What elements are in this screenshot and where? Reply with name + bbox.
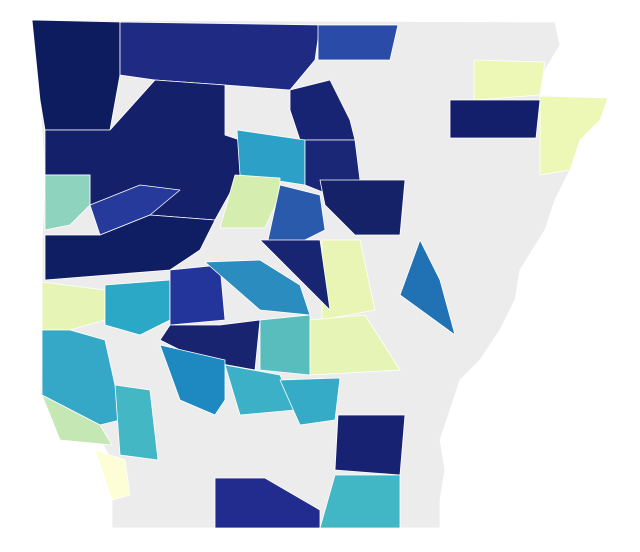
county	[104, 279, 171, 336]
county	[31, 19, 121, 131]
county	[44, 174, 91, 231]
county	[473, 59, 546, 101]
county	[114, 384, 159, 461]
county	[399, 239, 456, 336]
counties	[31, 19, 609, 529]
county	[214, 477, 321, 529]
county	[259, 314, 311, 376]
county	[89, 184, 181, 236]
county	[94, 449, 131, 501]
county	[309, 314, 401, 376]
county	[259, 239, 331, 311]
county	[334, 414, 406, 476]
county	[449, 99, 541, 139]
county	[319, 474, 401, 529]
county	[319, 179, 406, 236]
county	[219, 174, 281, 229]
county	[44, 214, 216, 281]
county	[279, 377, 341, 426]
county	[204, 259, 311, 316]
county	[41, 394, 113, 446]
county	[317, 24, 399, 61]
county	[539, 95, 609, 176]
county	[41, 281, 106, 331]
county	[169, 264, 226, 326]
county	[159, 319, 261, 371]
county	[159, 344, 226, 416]
